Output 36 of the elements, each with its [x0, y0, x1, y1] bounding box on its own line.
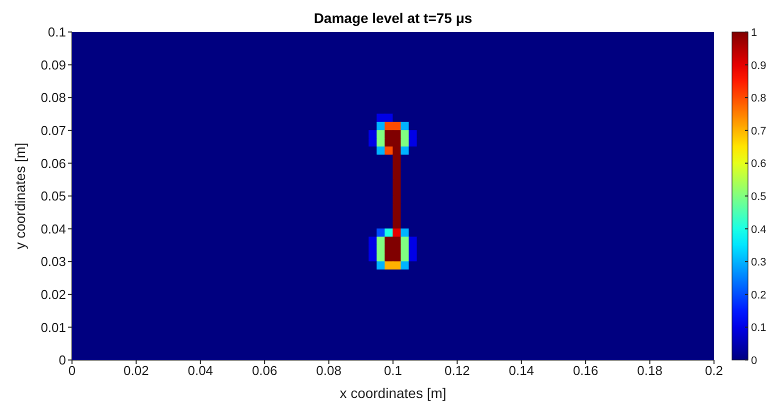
chart-title: Damage level at t=75 μs: [312, 10, 474, 26]
y-tick-label: 0: [58, 352, 66, 368]
color-bar-label: 0.1: [751, 322, 766, 334]
color-bar-label: 0.5: [751, 191, 766, 203]
y-tick-label: 0.08: [40, 90, 66, 106]
y-tick-label: 0.09: [40, 57, 66, 72]
x-tick-label: 0.02: [124, 363, 149, 378]
x-tick-label: 0.16: [572, 363, 598, 378]
color-bar-label: 0.3: [751, 256, 766, 269]
y-tick-label: 0.02: [40, 287, 66, 302]
y-tick-label: 0.05: [40, 188, 66, 204]
x-tick-label: 0: [68, 363, 76, 378]
color-bar-label: 0.8: [751, 92, 766, 105]
y-tick-label: 0.03: [40, 254, 66, 270]
color-bar-label: 1: [751, 27, 758, 39]
y-tick-label: 0.07: [40, 123, 66, 138]
color-bar-label: 0: [751, 355, 758, 367]
color-bar-label: 0.4: [751, 224, 766, 236]
y-tick-label: 0.04: [40, 221, 66, 236]
color-bar-label: 0.6: [751, 158, 766, 170]
y-tick-label: 0.06: [40, 156, 66, 171]
y-tick-label: 0.1: [48, 24, 66, 40]
color-bar-label: 0.7: [751, 125, 766, 138]
x-tick-label: 0.12: [444, 363, 470, 378]
y-tick-label: 0.01: [40, 320, 66, 335]
color-bar-label: 0.9: [751, 60, 766, 72]
x-axis-title: x coordinates [m]: [340, 385, 446, 401]
y-axis-title: y coordinates [m]: [12, 142, 28, 250]
x-tick-label: 0.08: [316, 363, 342, 378]
x-tick-label: 0.2: [704, 363, 724, 378]
x-tick-label: 0.14: [508, 363, 534, 378]
x-tick-label: 0.06: [252, 363, 278, 378]
x-tick-label: 0.1: [384, 363, 402, 378]
x-tick-label: 0.18: [637, 363, 662, 378]
x-tick-label: 0.04: [188, 363, 214, 378]
color-bar-label: 0.2: [751, 289, 766, 302]
